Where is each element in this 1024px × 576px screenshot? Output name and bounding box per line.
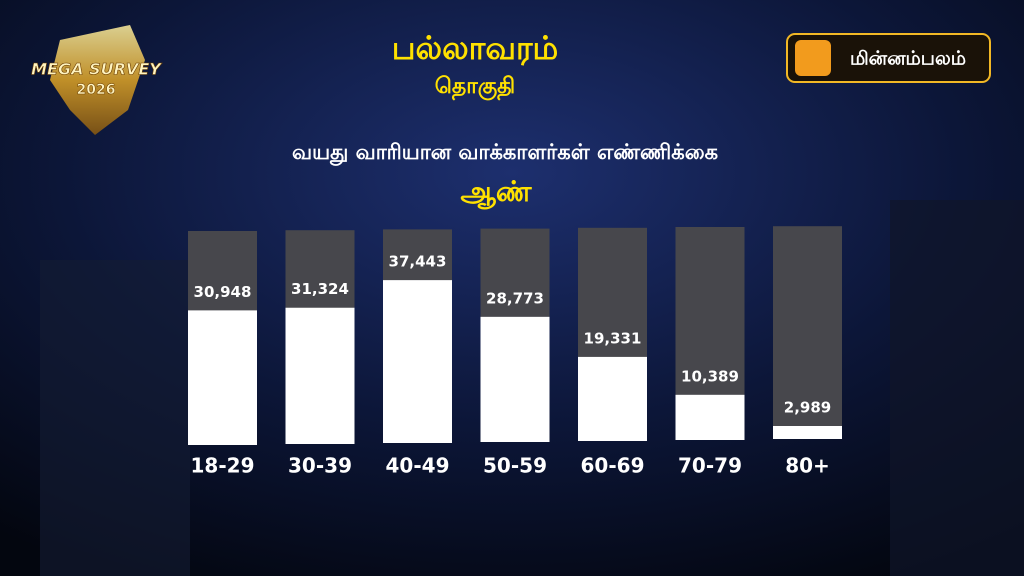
series-name: ஆண் [460,175,531,210]
bar-track [773,226,842,439]
bar [383,280,452,443]
brand-logo [786,33,991,83]
bar [578,356,647,441]
value-label: 31,324 [291,280,349,298]
bar [188,310,257,445]
bar [285,307,355,444]
value-label: 28,773 [486,289,544,307]
chart-subtitle: தொகுதி [435,74,515,101]
logo-text: MEGA SURVEY [31,60,162,79]
map-emblem [50,25,145,135]
value-label: 30,948 [194,283,252,301]
bar [675,394,745,440]
x-tick-label: 40-49 [386,454,450,478]
chart-heading: வயது வாரியான வாக்காளர்கள் எண்ணிக்கை [292,140,718,166]
value-label: 37,443 [389,253,447,271]
x-tick-label: 30-39 [288,454,352,478]
x-tick-label: 18-29 [191,454,255,478]
brand-icon [795,40,831,76]
x-tick-label: 60-69 [581,454,645,478]
bar [773,425,842,439]
background-building [40,260,190,576]
background-tower [890,200,1024,576]
x-tick-label: 50-59 [483,454,547,478]
logo-year: 2026 [77,82,116,98]
bar [480,316,550,442]
value-label: 10,389 [681,367,739,385]
x-tick-label: 70-79 [678,454,742,478]
chart-title: பல்லாவரம் [392,29,559,67]
x-tick-label: 80+ [785,454,830,478]
brand-name: மின்னம்பலம் [850,48,966,70]
value-label: 2,989 [784,398,831,416]
value-label: 19,331 [584,329,642,347]
